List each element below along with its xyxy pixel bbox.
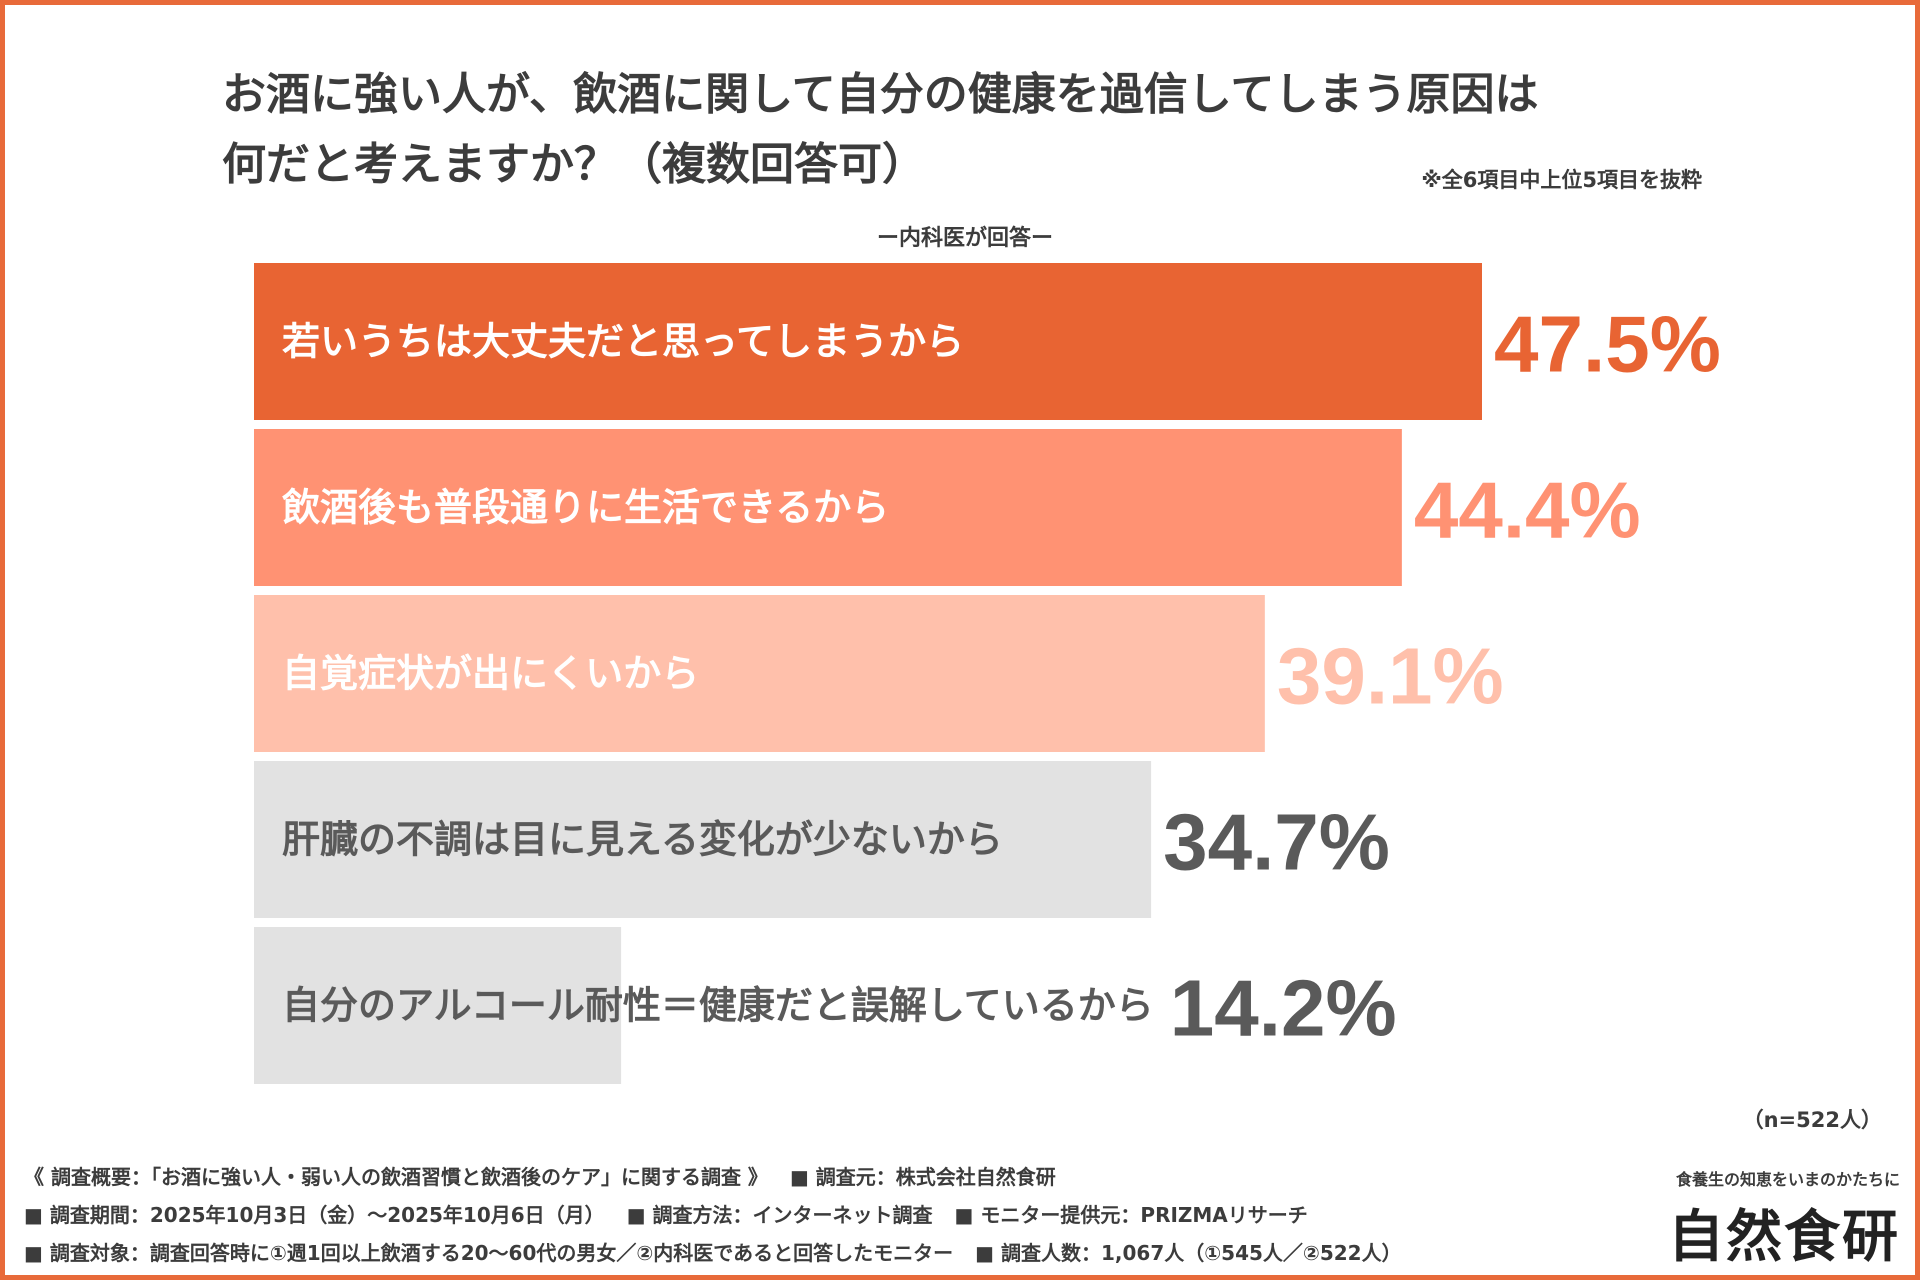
bar-label-2: 飲酒後も普段通りに生活できるから	[282, 486, 889, 530]
bar-4	[254, 761, 1152, 918]
footer-line-1: 《 調査概要：「お酒に強い人・弱い人の飲酒習慣と飲酒後のケア」に関する調査 》 ■…	[24, 1158, 1402, 1196]
respondent-label: ー内科医が回答ー	[876, 226, 1053, 251]
monitor-provider: ■ モニター提供元：PRIZMAリサーチ	[954, 1203, 1308, 1227]
chart-title: お酒に強い人が、飲酒に関して自分の健康を過信してしまう原因は 何だと考えますか？…	[222, 60, 1722, 200]
bar-5	[254, 927, 622, 1084]
bar-label-4: 肝臓の不調は目に見える変化が少ないから	[282, 818, 1003, 862]
value-label-5: 14.2%	[1170, 964, 1397, 1053]
survey-overview: 《 調査概要：「お酒に強い人・弱い人の飲酒習慣と飲酒後のケア」に関する調査 》	[24, 1165, 768, 1189]
survey-period: ■ 調査期間：2025年10月3日（金）〜2025年10月6日（月）	[24, 1203, 605, 1227]
survey-target: ■ 調査対象：調査回答時に①週1回以上飲酒する20〜60代の男女／②内科医である…	[24, 1241, 954, 1265]
brand-logo: 自然食研	[1668, 1204, 1900, 1270]
bar-label-3: 自覚症状が出にくいから	[282, 652, 699, 696]
value-label-4: 34.7%	[1163, 798, 1390, 887]
value-label-3: 39.1%	[1277, 632, 1504, 721]
brand-tagline: 食養生の知恵をいまのかたちに	[1675, 1170, 1900, 1189]
bar-1	[254, 263, 1482, 420]
value-label-1: 47.5%	[1494, 300, 1721, 389]
title-line-2: 何だと考えますか？（複数回答可）	[222, 139, 926, 190]
survey-source: ■ 調査元：株式会社自然食研	[789, 1165, 1056, 1189]
bar-label-1: 若いうちは大丈夫だと思ってしまうから	[282, 320, 964, 364]
footer-line-3: ■ 調査対象：調査回答時に①週1回以上飲酒する20〜60代の男女／②内科医である…	[24, 1234, 1402, 1272]
survey-method: ■ 調査方法：インターネット調査	[626, 1203, 933, 1227]
value-label-2: 44.4%	[1414, 466, 1641, 555]
bar-2	[254, 429, 1402, 586]
bar-3	[254, 595, 1265, 752]
sample-size: （n=522人）	[1742, 1108, 1882, 1132]
selection-note: ※全6項目中上位5項目を抜粋	[1421, 168, 1702, 192]
footer-line-2: ■ 調査期間：2025年10月3日（金）〜2025年10月6日（月） ■ 調査方法…	[24, 1196, 1402, 1234]
survey-count: ■ 調査人数：1,067人（①545人／②522人）	[975, 1241, 1402, 1265]
bar-label-5: 自分のアルコール耐性＝健康だと誤解しているから	[282, 984, 1154, 1028]
title-line-1: お酒に強い人が、飲酒に関して自分の健康を過信してしまう原因は	[222, 69, 1539, 120]
survey-footer: 《 調査概要：「お酒に強い人・弱い人の飲酒習慣と飲酒後のケア」に関する調査 》 ■…	[24, 1158, 1402, 1272]
